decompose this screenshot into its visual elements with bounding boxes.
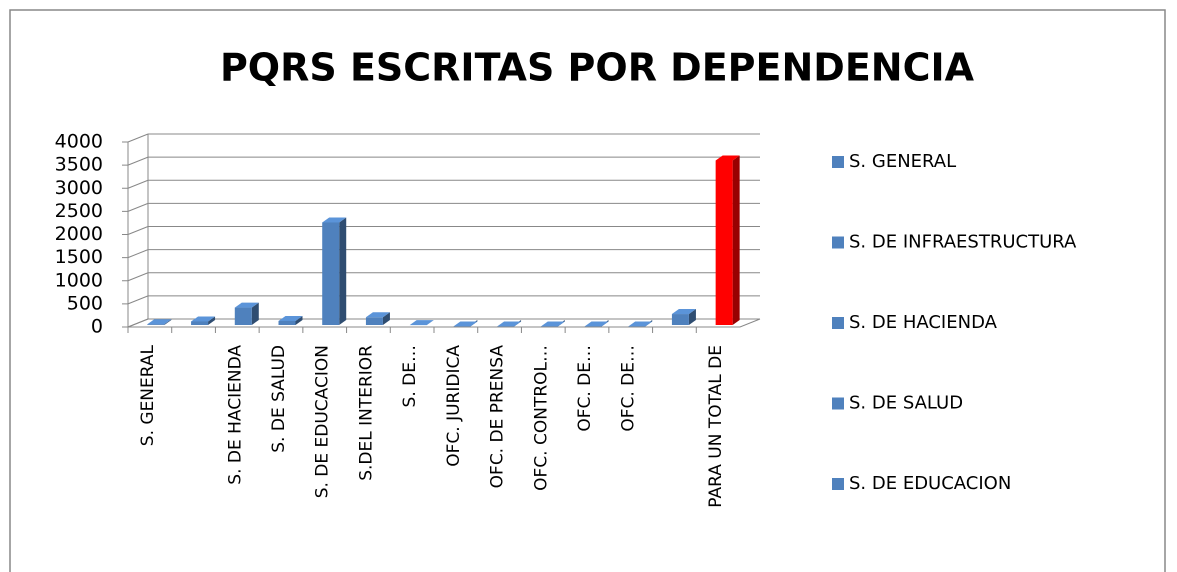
chart-frame [9, 9, 1166, 572]
bar-top [540, 321, 565, 327]
bar-side [251, 302, 259, 325]
y-tick-label: 2000 [55, 223, 103, 245]
x-tick-label: OFC. CONTROL… [531, 345, 551, 491]
x-tick-label: PARA UN TOTAL DE [706, 345, 726, 508]
legend-swatch [832, 397, 844, 410]
y-tick-label: 1000 [55, 269, 103, 291]
bar-side [732, 155, 740, 325]
bar-side [688, 309, 696, 325]
y-tick-label: 3500 [55, 154, 103, 176]
bar-top [322, 217, 347, 223]
chart-title: PQRS ESCRITAS POR DEPENDENCIA [220, 46, 975, 90]
bar-top [715, 155, 740, 161]
y-tick-label: 4000 [55, 131, 103, 153]
bar-top [278, 315, 303, 321]
y-tick-label: 1500 [55, 246, 103, 268]
bar [671, 314, 689, 325]
bar [715, 160, 733, 325]
legend-swatch [832, 156, 844, 168]
bar-side [164, 319, 172, 325]
y-tick-label: 500 [67, 292, 103, 314]
grid-line-side [127, 156, 149, 166]
bar [365, 317, 383, 325]
bar [191, 321, 209, 325]
legend-label: S. DE INFRAESTRUCTURA [849, 232, 1077, 253]
x-tick-label: S. DE SALUD [269, 345, 289, 453]
bar-top [191, 316, 216, 322]
bar-top [234, 302, 259, 308]
grid-line-side [127, 179, 149, 189]
grid-line-side [127, 272, 149, 282]
legend-swatch [832, 317, 844, 329]
x-tick-label: OFC. DE… [575, 345, 595, 432]
legend-swatch [832, 236, 844, 249]
bar-top [584, 321, 609, 327]
x-tick-label: S. GENERAL [138, 344, 158, 446]
bar [234, 307, 252, 325]
grid-line-side [127, 295, 149, 305]
y-tick-label: 3000 [55, 177, 103, 199]
x-tick-label: OFC. DE PRENSA [488, 345, 508, 489]
x-tick-label: S. DE… [400, 345, 420, 407]
x-tick-label: OFC. DE… [619, 345, 639, 432]
bar [322, 222, 340, 325]
legend-label: S. GENERAL [849, 151, 956, 172]
bar-top [365, 312, 390, 318]
grid-line-side [127, 202, 149, 212]
grid-line-side [127, 133, 149, 143]
bar-top [497, 321, 522, 327]
legend-label: S. DE HACIENDA [849, 312, 998, 333]
legend-label: S. DE SALUD [849, 393, 963, 414]
grid-line-side [127, 318, 149, 328]
legend-swatch [832, 478, 844, 490]
grid-line-side [127, 226, 149, 235]
grid-line-side [127, 249, 149, 259]
bar-side [208, 316, 216, 325]
bar-top [628, 321, 653, 327]
legend-label: S. DE EDUCACION [849, 473, 1011, 494]
bar-top [409, 320, 434, 326]
x-tick-label: S.DEL INTERIOR [356, 345, 376, 481]
bar-side [382, 312, 390, 325]
bar-top [147, 319, 172, 325]
bar-side [339, 217, 347, 325]
bar [278, 320, 296, 325]
y-tick-label: 0 [91, 316, 103, 338]
x-tick-label: OFC. JURIDICA [444, 345, 464, 467]
bar-side [295, 315, 303, 325]
y-tick-label: 2500 [55, 200, 103, 222]
bar [147, 324, 165, 325]
bar-top [671, 309, 696, 315]
bar-top [453, 321, 478, 327]
x-tick-label: S. DE EDUCACION [313, 345, 333, 498]
floor [128, 318, 761, 328]
x-tick-label: S. DE HACIENDA [225, 345, 245, 485]
